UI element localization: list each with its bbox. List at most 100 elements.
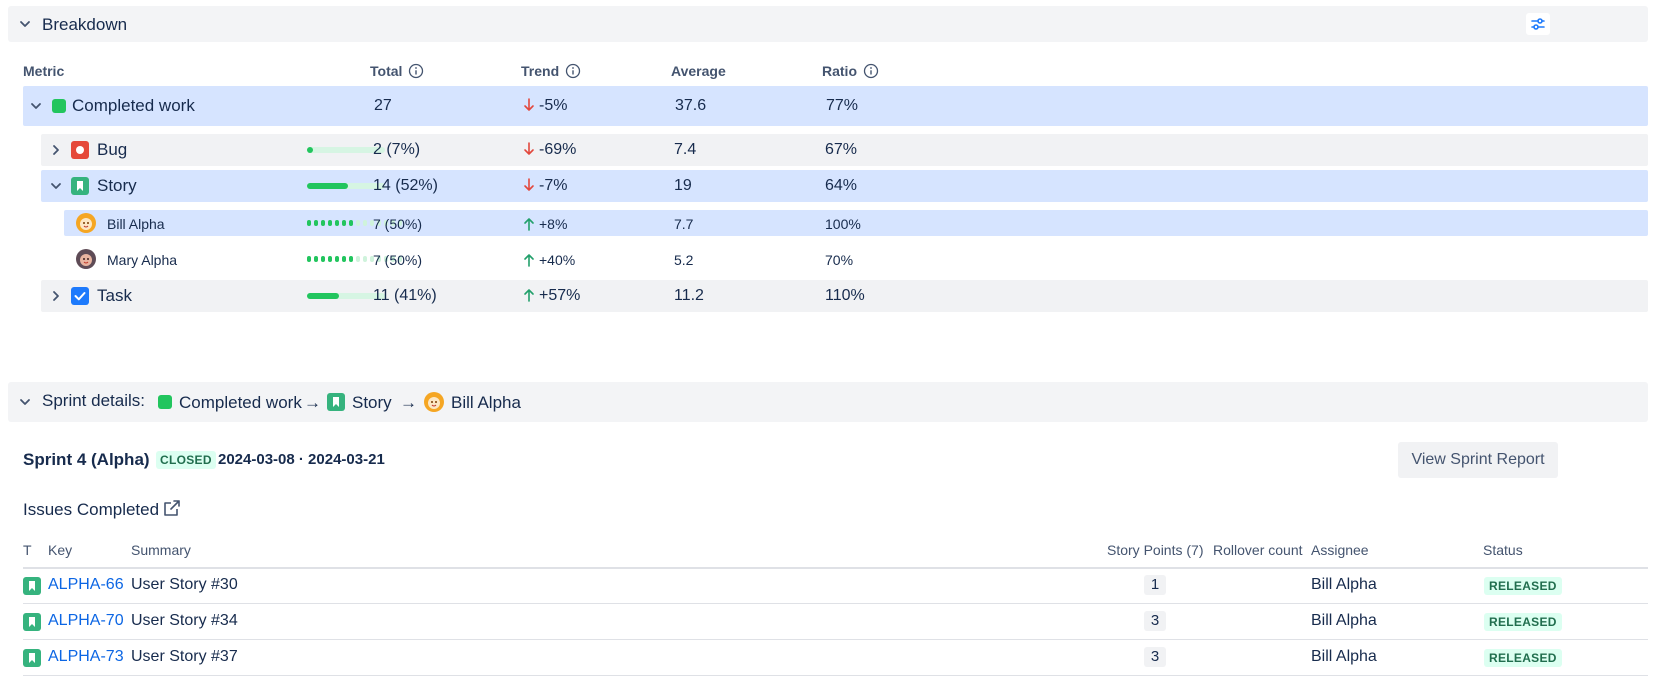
issue-summary: User Story #30 <box>131 576 238 593</box>
average-value: 7.7 <box>674 216 694 232</box>
progress-bar <box>307 147 385 153</box>
metric-label: Task <box>97 286 132 305</box>
chevron-right-icon[interactable] <box>49 143 63 157</box>
progress-dot <box>370 256 374 262</box>
info-icon[interactable] <box>863 63 879 79</box>
progress-dot <box>349 220 353 226</box>
progress-dot <box>370 220 374 226</box>
column-header-average-label: Average <box>671 63 726 79</box>
info-icon[interactable] <box>565 63 581 79</box>
trend-value: -5% <box>523 96 567 116</box>
column-header-total: Total <box>370 63 424 79</box>
table-header-rollover[interactable]: Rollover count <box>1213 542 1303 558</box>
chevron-down-icon[interactable] <box>18 17 32 31</box>
completed-work-icon <box>52 99 66 113</box>
trend-value: -69% <box>523 140 576 160</box>
table-row[interactable]: ALPHA-70 User Story #34 3 Bill Alpha REL… <box>23 604 1648 640</box>
progress-dot <box>342 256 346 262</box>
issue-summary: User Story #37 <box>131 648 238 665</box>
column-header-average: Average <box>671 63 726 79</box>
table-row[interactable]: ALPHA-66 User Story #30 1 Bill Alpha REL… <box>23 568 1648 604</box>
column-header-metric: Metric <box>23 63 64 79</box>
story-icon <box>23 649 41 667</box>
total-value: 7 (50%) <box>373 216 423 232</box>
ratio-value: 77% <box>826 97 859 114</box>
breadcrumb-bill-alpha[interactable]: Bill Alpha <box>451 393 521 412</box>
table-header-story-points[interactable]: Story Points (7) <box>1107 542 1204 558</box>
metric-label: Bug <box>97 140 128 159</box>
progress-dot <box>314 256 318 262</box>
table-header-type[interactable]: T <box>23 542 32 558</box>
progress-dot <box>384 220 388 226</box>
progress-dot <box>307 256 311 262</box>
progress-dot <box>391 220 395 226</box>
breadcrumb-completed-work[interactable]: Completed work <box>179 393 302 412</box>
breakdown-row-completed-work[interactable]: Completed work 27 -5% 37.6 77% <box>23 86 1648 126</box>
progress-bar <box>307 293 385 299</box>
info-icon[interactable] <box>408 63 424 79</box>
trend-value: -7% <box>523 176 567 196</box>
table-header-assignee[interactable]: Assignee <box>1311 542 1369 558</box>
breakdown-title: Breakdown <box>42 15 128 34</box>
breadcrumb-story[interactable]: Story <box>352 393 392 412</box>
average-value: 37.6 <box>675 97 707 114</box>
progress-dot <box>335 256 339 262</box>
table-header-summary[interactable]: Summary <box>131 542 191 558</box>
progress-dot <box>307 220 311 226</box>
progress-dot <box>321 220 325 226</box>
arrow-right-icon: → <box>400 393 417 412</box>
column-header-ratio: Ratio <box>822 63 879 79</box>
issue-key-link[interactable]: ALPHA-73 <box>48 648 124 665</box>
arrow-down-icon <box>523 98 535 112</box>
story-icon <box>23 613 41 631</box>
progress-dots <box>307 220 402 226</box>
breakdown-row-mary-alpha[interactable]: Mary Alpha 7 (50%) +40% 5.2 70% <box>64 246 1648 272</box>
total-value: 27 <box>374 97 392 114</box>
trend-text: -69% <box>539 141 577 158</box>
breakdown-row-bill-alpha[interactable]: Bill Alpha 7 (50%) +8% 7.7 100% <box>64 210 1648 236</box>
breakdown-header[interactable]: Breakdown <box>8 6 1648 42</box>
progress-dot <box>356 256 360 262</box>
issue-summary: User Story #34 <box>131 612 238 629</box>
average-value: 19 <box>674 177 692 194</box>
external-link-icon[interactable] <box>162 498 182 518</box>
table-row[interactable]: ALPHA-73 User Story #37 3 Bill Alpha REL… <box>23 640 1648 676</box>
average-value: 11.2 <box>674 287 704 304</box>
progress-bar-fill <box>307 147 313 153</box>
progress-dot <box>363 220 367 226</box>
sprint-details-header[interactable]: Sprint details: Completed work → Story →… <box>8 382 1648 422</box>
issue-key-link[interactable]: ALPHA-66 <box>48 576 124 593</box>
metric-label: Mary Alpha <box>107 252 178 268</box>
trend-value: +40% <box>523 250 575 270</box>
arrow-up-icon <box>523 253 535 267</box>
trend-value: +8% <box>523 214 567 234</box>
story-points-value: 3 <box>1144 647 1166 667</box>
view-sprint-report-button[interactable]: View Sprint Report <box>1398 442 1558 478</box>
breakdown-row-bug[interactable]: Bug 2 (7%) -69% 7.4 67% <box>41 134 1648 166</box>
metric-label: Story <box>97 176 137 195</box>
breakdown-row-task[interactable]: Task 11 (41%) +57% 11.2 110% <box>41 280 1648 312</box>
sprint-details-label: Sprint details: <box>42 391 145 410</box>
progress-dot <box>363 256 367 262</box>
progress-bar <box>307 183 385 189</box>
total-value: 2 (7%) <box>373 141 421 158</box>
progress-bar-fill <box>307 293 339 299</box>
ratio-value: 100% <box>825 216 861 232</box>
sliders-icon[interactable] <box>1526 13 1550 35</box>
story-points-value: 1 <box>1144 575 1166 595</box>
chevron-down-icon[interactable] <box>29 99 43 113</box>
ratio-value: 64% <box>825 177 858 194</box>
completed-work-icon <box>158 395 172 409</box>
chevron-down-icon[interactable] <box>49 179 63 193</box>
table-header-key[interactable]: Key <box>48 542 73 558</box>
table-header-status[interactable]: Status <box>1483 542 1523 558</box>
chevron-down-icon[interactable] <box>18 395 32 409</box>
issue-key-link[interactable]: ALPHA-70 <box>48 612 124 629</box>
assignee-value: Bill Alpha <box>1311 576 1377 593</box>
avatar <box>424 392 444 412</box>
breakdown-row-story[interactable]: Story 14 (52%) -7% 19 64% <box>41 170 1648 202</box>
status-badge: CLOSED <box>156 451 216 469</box>
progress-dot <box>335 220 339 226</box>
chevron-right-icon[interactable] <box>49 289 63 303</box>
assignee-value: Bill Alpha <box>1311 648 1377 665</box>
